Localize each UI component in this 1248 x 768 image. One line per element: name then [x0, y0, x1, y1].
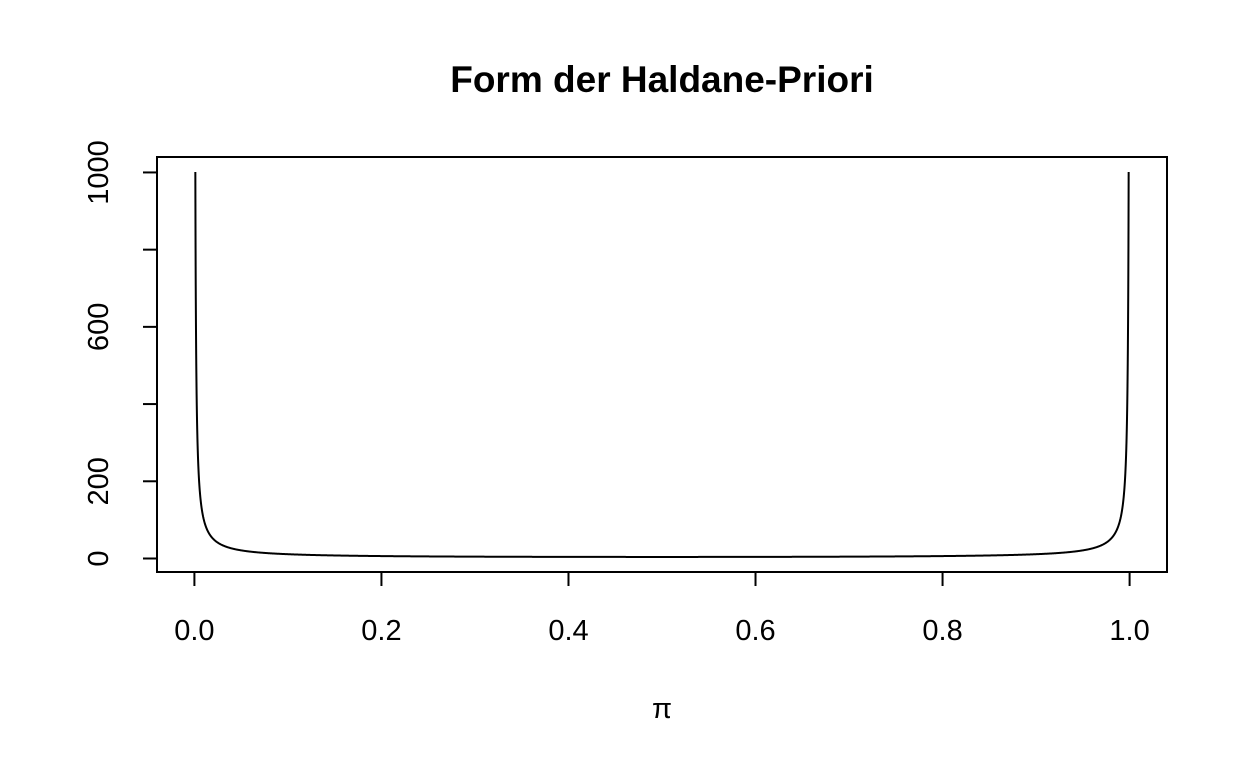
plot-frame — [156, 156, 1168, 573]
y-tick-label: 600 — [83, 303, 115, 351]
y-tick-label: 200 — [83, 457, 115, 505]
x-axis: 0.0 0.2 0.4 0.6 0.8 1.0 — [174, 571, 1150, 647]
y-tick-label: 0 — [83, 550, 115, 566]
x-axis-label: π — [652, 693, 672, 725]
x-tick-label: 0.0 — [174, 615, 214, 647]
x-tick-label: 0.4 — [548, 615, 588, 647]
x-tick-label: 0.8 — [922, 615, 962, 647]
x-tick-label: 0.2 — [361, 615, 401, 647]
chart-title: Form der Haldane-Priori — [450, 59, 874, 100]
y-tick-label: 1000 — [83, 140, 115, 205]
density-curve — [194, 172, 1130, 558]
x-tick-label: 1.0 — [1109, 615, 1149, 647]
x-tick-label: 0.6 — [735, 615, 775, 647]
y-axis: 0 200 600 1000 — [83, 140, 158, 567]
